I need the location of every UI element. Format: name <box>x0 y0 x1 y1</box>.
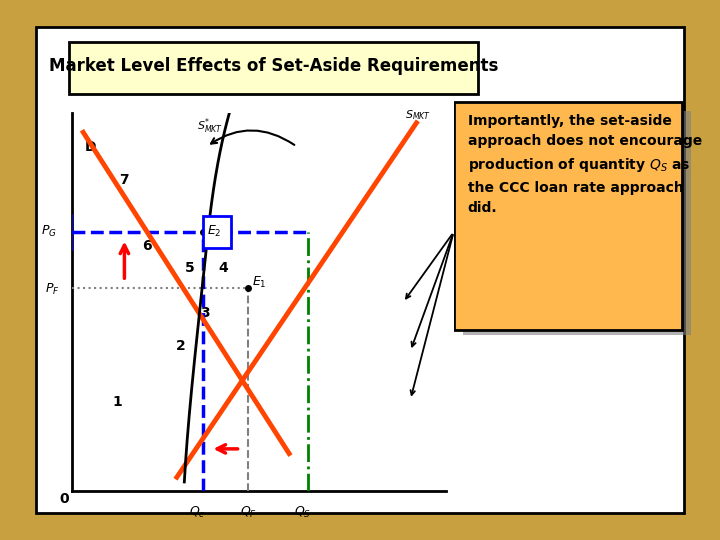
Text: $E_2$: $E_2$ <box>207 224 221 239</box>
Text: $Q_F$: $Q_F$ <box>240 505 258 520</box>
Text: 3: 3 <box>200 306 210 320</box>
Text: 5: 5 <box>185 261 195 275</box>
Text: $S_{MKT}$: $S_{MKT}$ <box>405 108 431 122</box>
FancyBboxPatch shape <box>204 217 230 247</box>
Text: $Q_c$: $Q_c$ <box>189 505 206 520</box>
Text: 7: 7 <box>120 173 129 187</box>
FancyBboxPatch shape <box>463 111 691 345</box>
FancyBboxPatch shape <box>185 498 220 526</box>
Text: 2: 2 <box>176 339 186 353</box>
Text: Market Level Effects of Set-Aside Requirements: Market Level Effects of Set-Aside Requir… <box>49 57 498 75</box>
Text: $E_1$: $E_1$ <box>253 275 267 290</box>
FancyBboxPatch shape <box>454 102 682 330</box>
Text: $P_G$: $P_G$ <box>41 224 57 239</box>
Text: Importantly, the set-aside
approach does not encourage
production of quantity $Q: Importantly, the set-aside approach does… <box>468 114 702 215</box>
Text: 0: 0 <box>59 492 68 506</box>
Text: 4: 4 <box>219 261 228 275</box>
Text: D: D <box>85 140 96 154</box>
FancyBboxPatch shape <box>69 42 478 94</box>
Text: $P_F$: $P_F$ <box>45 282 60 297</box>
FancyBboxPatch shape <box>37 215 71 248</box>
Text: $Q_S$: $Q_S$ <box>294 505 311 520</box>
Text: 1: 1 <box>112 395 122 409</box>
FancyBboxPatch shape <box>289 498 324 526</box>
Text: 6: 6 <box>142 239 152 253</box>
Text: $S_{MKT}^{*}$: $S_{MKT}^{*}$ <box>197 117 223 136</box>
